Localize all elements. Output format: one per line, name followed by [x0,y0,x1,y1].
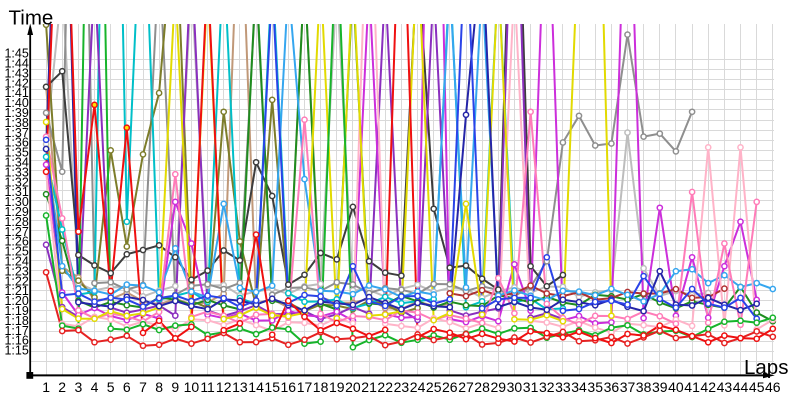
svg-text:16: 16 [281,379,297,395]
svg-text:1:26: 1:26 [4,235,28,249]
svg-text:44: 44 [733,379,749,395]
svg-text:21: 21 [361,379,377,395]
svg-text:22: 22 [377,379,393,395]
svg-text:37: 37 [620,379,636,395]
svg-text:25: 25 [426,379,442,395]
svg-text:1:16: 1:16 [4,334,28,348]
svg-text:1:22: 1:22 [4,274,28,288]
svg-text:9: 9 [171,379,179,395]
svg-text:18: 18 [313,379,329,395]
svg-text:4: 4 [91,379,99,395]
svg-text:1:21: 1:21 [4,284,28,298]
svg-text:32: 32 [539,379,555,395]
svg-text:1:36: 1:36 [4,136,28,150]
svg-text:26: 26 [442,379,458,395]
svg-text:1:44: 1:44 [4,57,28,71]
svg-text:1:15: 1:15 [4,344,28,358]
svg-text:1:17: 1:17 [4,324,28,338]
svg-text:11: 11 [200,379,215,395]
svg-text:1:42: 1:42 [4,76,28,90]
svg-text:45: 45 [749,379,765,395]
svg-text:1:31: 1:31 [4,185,28,199]
svg-text:1:32: 1:32 [4,175,28,189]
svg-text:Laps: Laps [744,356,788,379]
svg-text:28: 28 [474,379,490,395]
svg-text:1: 1 [42,379,50,395]
svg-text:5: 5 [107,379,115,395]
svg-text:1:20: 1:20 [4,294,28,308]
svg-text:1:39: 1:39 [4,106,28,120]
svg-text:15: 15 [264,379,280,395]
svg-text:1:38: 1:38 [4,116,28,130]
svg-text:31: 31 [523,379,539,395]
svg-text:10: 10 [184,379,200,395]
svg-text:1:19: 1:19 [4,304,28,318]
svg-text:14: 14 [248,379,264,395]
svg-text:43: 43 [717,379,733,395]
svg-text:2: 2 [58,379,66,395]
svg-text:23: 23 [394,379,410,395]
svg-text:1:29: 1:29 [4,205,28,219]
svg-text:1:30: 1:30 [4,195,28,209]
svg-text:1:40: 1:40 [4,96,28,110]
svg-text:1:18: 1:18 [4,314,28,328]
svg-text:42: 42 [700,379,716,395]
svg-text:46: 46 [765,379,781,395]
svg-text:7: 7 [139,379,147,395]
svg-text:3: 3 [75,379,83,395]
svg-text:36: 36 [604,379,620,395]
svg-text:8: 8 [155,379,163,395]
svg-text:1:27: 1:27 [4,225,28,239]
svg-text:1:34: 1:34 [4,156,28,170]
svg-text:35: 35 [587,379,603,395]
svg-text:19: 19 [329,379,345,395]
svg-text:20: 20 [345,379,361,395]
svg-text:1:37: 1:37 [4,126,28,140]
svg-text:1:23: 1:23 [4,264,28,278]
svg-text:17: 17 [297,379,313,395]
svg-text:24: 24 [410,379,426,395]
svg-text:1:45: 1:45 [4,47,28,61]
svg-text:27: 27 [458,379,474,395]
svg-text:13: 13 [232,379,248,395]
svg-text:39: 39 [652,379,668,395]
svg-text:1:43: 1:43 [4,66,28,80]
svg-text:6: 6 [123,379,131,395]
svg-text:40: 40 [668,379,684,395]
svg-text:33: 33 [555,379,571,395]
svg-text:38: 38 [636,379,652,395]
svg-text:30: 30 [507,379,523,395]
svg-text:1:35: 1:35 [4,146,28,160]
svg-text:41: 41 [684,379,700,395]
svg-text:29: 29 [491,379,507,395]
svg-text:1:24: 1:24 [4,255,28,269]
svg-text:1:41: 1:41 [4,86,28,100]
svg-text:1:28: 1:28 [4,215,28,229]
svg-text:34: 34 [571,379,587,395]
svg-text:1:25: 1:25 [4,245,28,259]
svg-text:1:33: 1:33 [4,165,28,179]
svg-text:Time: Time [9,6,54,29]
svg-text:12: 12 [216,379,232,395]
